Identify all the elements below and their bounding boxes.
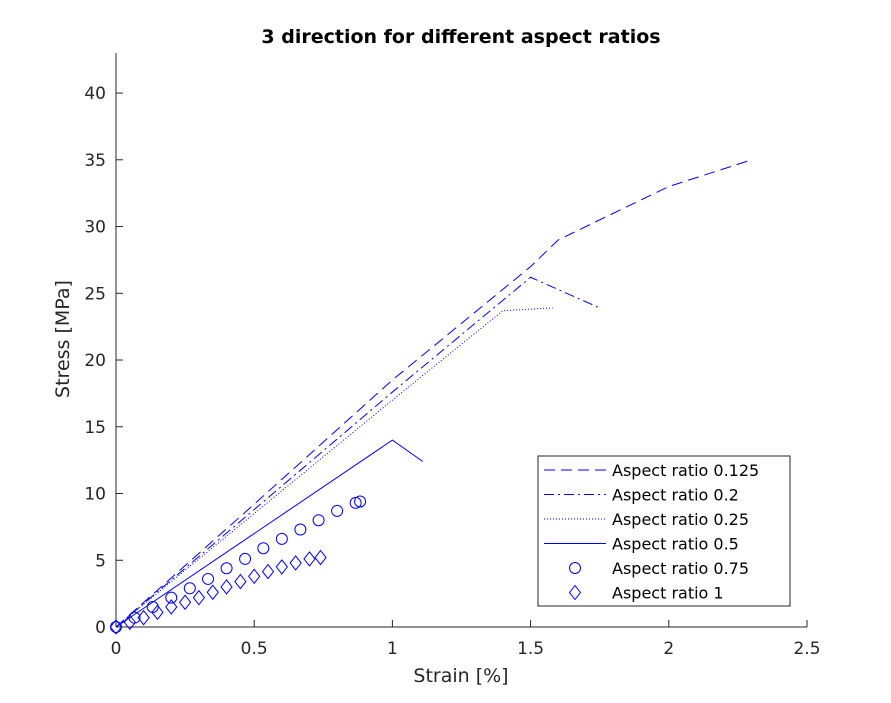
data-point-diamond (151, 604, 164, 621)
x-tick-label: 2.5 (793, 639, 820, 659)
y-tick-label: 40 (84, 84, 106, 104)
x-tick-label: 1 (387, 639, 398, 659)
y-tick-label: 5 (95, 551, 106, 571)
legend-marker-circle (569, 562, 581, 574)
series-4 (115, 439, 424, 628)
data-point-circle (349, 496, 362, 509)
series-line (115, 307, 553, 628)
data-point-diamond (109, 619, 123, 635)
plot-area: 0 0.5 1 1.5 2 2.5 0 5 10 15 20 25 30 35 40 (84, 53, 821, 659)
data-point-circle (354, 495, 367, 508)
legend-marker-diamond (568, 584, 582, 601)
data-point-diamond (261, 563, 275, 580)
chart-title: 3 direction for different aspect ratios (261, 26, 660, 48)
data-point-circle (257, 542, 270, 555)
data-point-circle (239, 552, 252, 565)
series-line (115, 159, 752, 628)
data-point-diamond (289, 555, 302, 571)
data-point-diamond (275, 559, 288, 575)
data-point-circle (165, 591, 178, 604)
legend-entry-label: Aspect ratio 0.75 (612, 559, 749, 578)
legend-entry-label: Aspect ratio 0.125 (612, 461, 759, 480)
data-point-diamond (192, 589, 206, 606)
data-point-diamond (206, 584, 219, 601)
data-point-circle (183, 582, 196, 595)
data-point-diamond (137, 609, 150, 626)
series-1 (115, 159, 752, 628)
x-tick-label: 1.5 (517, 639, 544, 659)
data-point-diamond (303, 551, 316, 567)
data-point-circle (294, 523, 307, 536)
legend-entry-label: Aspect ratio 0.5 (612, 535, 739, 554)
y-tick-label: 35 (84, 151, 106, 171)
data-point-diamond (234, 573, 247, 590)
y-tick-label: 20 (84, 351, 106, 371)
legend: Aspect ratio 0.125 Aspect ratio 0.2 Aspect… (537, 455, 791, 607)
series-6 (109, 549, 327, 635)
series-2 (115, 276, 600, 628)
data-point-diamond (248, 568, 261, 585)
y-tick-label: 10 (84, 485, 106, 505)
data-point-circle (220, 562, 233, 575)
series-line (115, 439, 424, 628)
data-point-circle (331, 504, 344, 517)
legend-entry-label: Aspect ratio 1 (612, 584, 724, 603)
data-point-circle (202, 572, 215, 585)
data-point-diamond (178, 594, 192, 611)
y-tick-label: 0 (95, 618, 106, 638)
y-tick-label: 30 (84, 218, 106, 238)
data-point-diamond (165, 599, 178, 615)
x-tick-label: 0 (111, 639, 122, 659)
x-axis-label: Strain [%] (413, 665, 508, 687)
data-point-diamond (314, 549, 327, 566)
legend-entry-label: Aspect ratio 0.25 (612, 510, 749, 529)
y-axis-label: Stress [MPa] (52, 280, 74, 398)
legend-entry-label: Aspect ratio 0.2 (612, 486, 739, 505)
y-tick-label: 15 (84, 418, 106, 438)
series-3 (115, 307, 553, 628)
x-tick-label: 2 (663, 639, 674, 659)
series-5 (110, 495, 367, 633)
x-tick-label: 0.5 (241, 639, 268, 659)
data-point-diamond (220, 579, 233, 595)
data-point-circle (275, 532, 288, 545)
legend-box (537, 455, 791, 607)
data-point-diamond (123, 614, 136, 631)
series-line (115, 276, 600, 628)
y-tick-label: 25 (84, 284, 106, 304)
data-point-circle (312, 514, 325, 527)
